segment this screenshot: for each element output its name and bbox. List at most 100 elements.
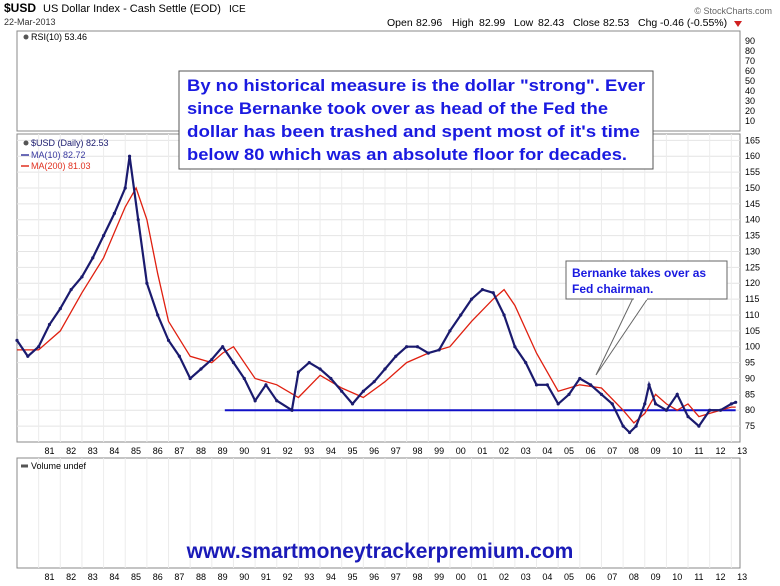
- price-tick-label: 120: [745, 278, 760, 288]
- x-tick-label-bottom: 06: [586, 572, 596, 582]
- volume-label: Volume undef: [31, 461, 87, 471]
- price-points: [15, 154, 738, 435]
- price-point: [675, 392, 679, 396]
- price-point: [101, 234, 106, 238]
- x-tick-label: 86: [153, 446, 163, 456]
- price-point: [350, 402, 355, 406]
- price-point: [290, 408, 294, 412]
- price-point: [47, 322, 52, 327]
- price-tick-label: 100: [745, 342, 760, 352]
- price-point: [621, 424, 625, 428]
- x-tick-label-bottom: 83: [88, 572, 98, 582]
- x-tick-label-bottom: 00: [456, 572, 466, 582]
- x-tick-label: 88: [196, 446, 206, 456]
- price-point: [372, 380, 376, 384]
- price-point: [437, 348, 441, 352]
- rsi-tick-label: 40: [745, 86, 755, 96]
- price-point: [383, 367, 387, 371]
- x-tick-label-bottom: 09: [651, 572, 661, 582]
- x-tick-label-bottom: 88: [196, 572, 206, 582]
- chg-label: Chg: [638, 17, 657, 29]
- x-tick-label: 90: [239, 446, 249, 456]
- x-tick-label: 85: [131, 446, 141, 456]
- price-point: [127, 154, 132, 158]
- source-credit: © StockCharts.com: [694, 6, 772, 16]
- x-tick-label: 03: [521, 446, 531, 456]
- legend-ma10: MA(10) 82.72: [31, 150, 86, 160]
- high-label: High: [452, 17, 474, 29]
- price-point: [647, 383, 651, 387]
- price-point: [469, 297, 474, 301]
- x-tick-label-bottom: 94: [326, 572, 336, 582]
- chart-date: 22-Mar-2013: [4, 17, 56, 27]
- price-point: [502, 313, 506, 317]
- x-tick-label: 84: [109, 446, 119, 456]
- rsi-tick-label: 20: [745, 106, 755, 116]
- price-point: [610, 402, 614, 406]
- chg-value: -0.46 (-0.55%): [660, 17, 727, 29]
- bernanke-annotation-box: [565, 260, 728, 300]
- exchange: ICE: [229, 4, 246, 15]
- x-tick-label-bottom: 92: [283, 572, 293, 582]
- x-tick-label: 02: [499, 446, 509, 456]
- bernanke-pointer: [595, 297, 649, 376]
- price-tick-label: 110: [745, 310, 759, 320]
- x-tick-label: 06: [586, 446, 596, 456]
- x-tick-label: 89: [218, 446, 228, 456]
- x-tick-label: 83: [88, 446, 98, 456]
- x-tick-label-bottom: 91: [261, 572, 271, 582]
- price-point: [599, 392, 604, 396]
- x-tick-label: 93: [304, 446, 314, 456]
- open-label: Open: [387, 17, 413, 29]
- price-point: [340, 389, 344, 393]
- low-label: Low: [514, 17, 534, 29]
- price-point: [556, 402, 560, 406]
- rsi-tick-label: 50: [745, 76, 755, 86]
- price-tick-label: 125: [745, 262, 760, 272]
- price-tick-label: 115: [745, 294, 759, 304]
- price-point: [221, 345, 225, 349]
- x-tick-label: 10: [672, 446, 682, 456]
- price-point: [296, 370, 301, 374]
- price-point: [145, 281, 149, 285]
- price-tick-label: 155: [745, 167, 760, 177]
- price-point: [545, 383, 549, 387]
- main-note-line-4: below 80 which was an absolute floor for…: [187, 146, 627, 164]
- x-tick-label-bottom: 02: [499, 572, 509, 582]
- price-tick-label: 165: [745, 135, 760, 145]
- price-point: [415, 345, 420, 349]
- price-point: [188, 376, 192, 381]
- price-point: [708, 408, 712, 412]
- x-tick-label: 87: [174, 446, 184, 456]
- x-tick-label-bottom: 81: [44, 572, 54, 582]
- bernanke-note-line-2: Fed chairman.: [572, 282, 653, 296]
- price-point: [69, 287, 73, 292]
- x-tick-label: 11: [694, 446, 703, 456]
- price-tick-label: 130: [745, 246, 760, 256]
- price-point: [264, 383, 268, 387]
- price-point: [491, 291, 495, 295]
- price-axis: 165 160 155 150 145 140 135 130 125 120 115 110 105 1…: [745, 135, 760, 431]
- price-point: [112, 211, 117, 215]
- price-point: [275, 399, 279, 403]
- x-tick-label-bottom: 13: [737, 572, 747, 582]
- x-tick-label: 12: [716, 446, 726, 456]
- price-point: [459, 313, 463, 317]
- x-tick-label: 00: [456, 446, 466, 456]
- x-tick-label: 99: [434, 446, 444, 456]
- price-point: [729, 402, 733, 406]
- price-point: [242, 376, 246, 381]
- price-legend: $USD (Daily) 82.53 MA(10) 82.72 MA(200) …: [21, 138, 109, 171]
- ohlc-readout: Open 82.96 High 82.99 Low 82.43 Close 82…: [387, 17, 727, 29]
- legend-usd: $USD (Daily) 82.53: [31, 138, 109, 148]
- price-tick-label: 145: [745, 199, 760, 209]
- x-tick-label-bottom: 89: [218, 572, 228, 582]
- rsi-tick-label: 90: [745, 36, 755, 46]
- price-tick-label: 75: [745, 421, 755, 431]
- main-annotation-box: [178, 70, 654, 170]
- x-tick-label-bottom: 99: [434, 572, 444, 582]
- volume-panel: [16, 457, 741, 569]
- x-tick-label-bottom: 07: [607, 572, 617, 582]
- price-point: [37, 345, 41, 349]
